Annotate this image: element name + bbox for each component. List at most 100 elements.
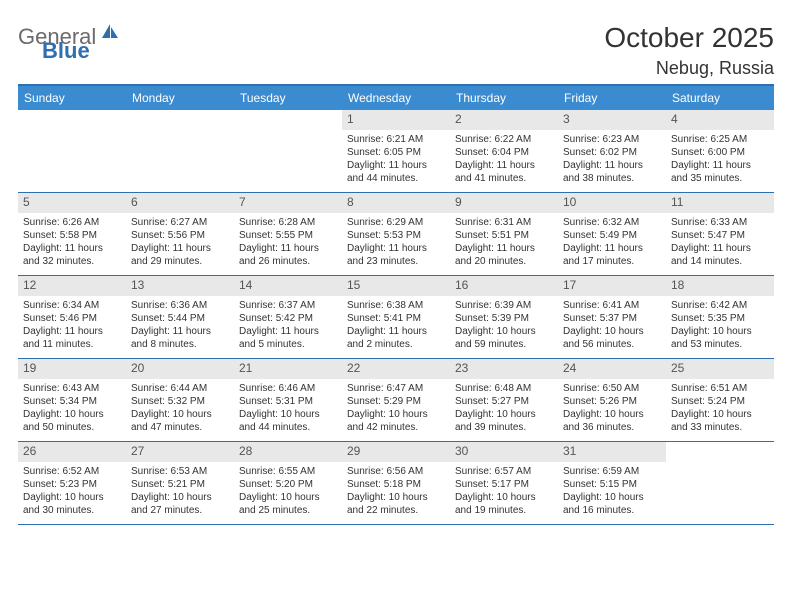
sunset-text: Sunset: 5:44 PM <box>131 312 229 325</box>
daylight-text: Daylight: 11 hours and 11 minutes. <box>23 325 121 351</box>
day-number: 11 <box>666 193 774 213</box>
daylight-text: Daylight: 10 hours and 59 minutes. <box>455 325 553 351</box>
sunrise-text: Sunrise: 6:36 AM <box>131 299 229 312</box>
day-detail: Sunrise: 6:47 AMSunset: 5:29 PMDaylight:… <box>342 379 450 439</box>
day-cell: 27Sunrise: 6:53 AMSunset: 5:21 PMDayligh… <box>126 442 234 524</box>
sunrise-text: Sunrise: 6:46 AM <box>239 382 337 395</box>
logo-sail-icon <box>100 22 120 45</box>
day-detail: Sunrise: 6:41 AMSunset: 5:37 PMDaylight:… <box>558 296 666 356</box>
day-detail: Sunrise: 6:36 AMSunset: 5:44 PMDaylight:… <box>126 296 234 356</box>
sunset-text: Sunset: 5:17 PM <box>455 478 553 491</box>
day-cell: 7 Sunrise: 6:28 AMSunset: 5:55 PMDaylight… <box>234 193 342 275</box>
day-detail: Sunrise: 6:38 AMSunset: 5:41 PMDaylight:… <box>342 296 450 356</box>
day-cell: 11Sunrise: 6:33 AMSunset: 5:47 PMDayligh… <box>666 193 774 275</box>
day-cell: 4Sunrise: 6:25 AMSunset: 6:00 PMDaylight… <box>666 110 774 192</box>
sunset-text: Sunset: 5:24 PM <box>671 395 769 408</box>
sunrise-text: Sunrise: 6:39 AM <box>455 299 553 312</box>
sunrise-text: Sunrise: 6:48 AM <box>455 382 553 395</box>
location: Nebug, Russia <box>604 58 774 79</box>
daylight-text: Daylight: 11 hours and 29 minutes. <box>131 242 229 268</box>
day-detail: Sunrise: 6:27 AMSunset: 5:56 PMDaylight:… <box>126 213 234 273</box>
day-detail: Sunrise: 6:46 AMSunset: 5:31 PMDaylight:… <box>234 379 342 439</box>
daylight-text: Daylight: 10 hours and 39 minutes. <box>455 408 553 434</box>
day-detail: Sunrise: 6:57 AMSunset: 5:17 PMDaylight:… <box>450 462 558 522</box>
day-cell: 21Sunrise: 6:46 AMSunset: 5:31 PMDayligh… <box>234 359 342 441</box>
sunrise-text: Sunrise: 6:50 AM <box>563 382 661 395</box>
day-detail: Sunrise: 6:50 AMSunset: 5:26 PMDaylight:… <box>558 379 666 439</box>
day-cell: 5Sunrise: 6:26 AMSunset: 5:58 PMDaylight… <box>18 193 126 275</box>
day-cell: 9Sunrise: 6:31 AMSunset: 5:51 PMDaylight… <box>450 193 558 275</box>
daylight-text: Daylight: 11 hours and 35 minutes. <box>671 159 769 185</box>
day-cell: 20Sunrise: 6:44 AMSunset: 5:32 PMDayligh… <box>126 359 234 441</box>
daylight-text: Daylight: 10 hours and 50 minutes. <box>23 408 121 434</box>
day-cell: 8Sunrise: 6:29 AMSunset: 5:53 PMDaylight… <box>342 193 450 275</box>
daylight-text: Daylight: 11 hours and 23 minutes. <box>347 242 445 268</box>
day-number: 30 <box>450 442 558 462</box>
day-number: 23 <box>450 359 558 379</box>
day-number: 13 <box>126 276 234 296</box>
sunrise-text: Sunrise: 6:28 AM <box>239 216 337 229</box>
sunrise-text: Sunrise: 6:57 AM <box>455 465 553 478</box>
day-detail: Sunrise: 6:33 AMSunset: 5:47 PMDaylight:… <box>666 213 774 273</box>
sunrise-text: Sunrise: 6:43 AM <box>23 382 121 395</box>
day-header: Monday <box>126 86 234 110</box>
daylight-text: Daylight: 10 hours and 36 minutes. <box>563 408 661 434</box>
day-cell: 3Sunrise: 6:23 AMSunset: 6:02 PMDaylight… <box>558 110 666 192</box>
day-number: 2 <box>450 110 558 130</box>
day-number: 7 <box>234 193 342 213</box>
calendar-page: General October 2025 Nebug, Russia Gener… <box>0 0 792 525</box>
day-number: 16 <box>450 276 558 296</box>
day-detail: Sunrise: 6:55 AMSunset: 5:20 PMDaylight:… <box>234 462 342 522</box>
day-detail: Sunrise: 6:42 AMSunset: 5:35 PMDaylight:… <box>666 296 774 356</box>
daylight-text: Daylight: 10 hours and 44 minutes. <box>239 408 337 434</box>
sunset-text: Sunset: 5:56 PM <box>131 229 229 242</box>
day-detail: Sunrise: 6:52 AMSunset: 5:23 PMDaylight:… <box>18 462 126 522</box>
title-block: October 2025 Nebug, Russia <box>604 22 774 79</box>
day-detail: Sunrise: 6:53 AMSunset: 5:21 PMDaylight:… <box>126 462 234 522</box>
day-header: Wednesday <box>342 86 450 110</box>
day-detail: Sunrise: 6:34 AMSunset: 5:46 PMDaylight:… <box>18 296 126 356</box>
sunset-text: Sunset: 5:20 PM <box>239 478 337 491</box>
day-number: 20 <box>126 359 234 379</box>
daylight-text: Daylight: 11 hours and 32 minutes. <box>23 242 121 268</box>
sunset-text: Sunset: 5:27 PM <box>455 395 553 408</box>
daylight-text: Daylight: 11 hours and 17 minutes. <box>563 242 661 268</box>
sunset-text: Sunset: 5:32 PM <box>131 395 229 408</box>
day-number: 1 <box>342 110 450 130</box>
daylight-text: Daylight: 11 hours and 26 minutes. <box>239 242 337 268</box>
sunset-text: Sunset: 5:37 PM <box>563 312 661 325</box>
daylight-text: Daylight: 10 hours and 30 minutes. <box>23 491 121 517</box>
day-number: 5 <box>18 193 126 213</box>
sunset-text: Sunset: 5:53 PM <box>347 229 445 242</box>
sunrise-text: Sunrise: 6:47 AM <box>347 382 445 395</box>
day-cell: 19Sunrise: 6:43 AMSunset: 5:34 PMDayligh… <box>18 359 126 441</box>
day-cell: 15Sunrise: 6:38 AMSunset: 5:41 PMDayligh… <box>342 276 450 358</box>
sunset-text: Sunset: 5:34 PM <box>23 395 121 408</box>
day-detail: Sunrise: 6:51 AMSunset: 5:24 PMDaylight:… <box>666 379 774 439</box>
week-row: 5Sunrise: 6:26 AMSunset: 5:58 PMDaylight… <box>18 193 774 276</box>
sunset-text: Sunset: 5:42 PM <box>239 312 337 325</box>
day-cell: 22Sunrise: 6:47 AMSunset: 5:29 PMDayligh… <box>342 359 450 441</box>
day-detail: Sunrise: 6:23 AMSunset: 6:02 PMDaylight:… <box>558 130 666 190</box>
day-header: Tuesday <box>234 86 342 110</box>
daylight-text: Daylight: 11 hours and 5 minutes. <box>239 325 337 351</box>
day-header-row: SundayMondayTuesdayWednesdayThursdayFrid… <box>18 86 774 110</box>
sunset-text: Sunset: 5:46 PM <box>23 312 121 325</box>
daylight-text: Daylight: 10 hours and 16 minutes. <box>563 491 661 517</box>
sunset-text: Sunset: 5:41 PM <box>347 312 445 325</box>
day-header: Saturday <box>666 86 774 110</box>
daylight-text: Daylight: 11 hours and 20 minutes. <box>455 242 553 268</box>
sunset-text: Sunset: 5:55 PM <box>239 229 337 242</box>
day-cell: 31Sunrise: 6:59 AMSunset: 5:15 PMDayligh… <box>558 442 666 524</box>
day-header: Friday <box>558 86 666 110</box>
sunset-text: Sunset: 5:29 PM <box>347 395 445 408</box>
day-number: 4 <box>666 110 774 130</box>
sunrise-text: Sunrise: 6:31 AM <box>455 216 553 229</box>
daylight-text: Daylight: 10 hours and 19 minutes. <box>455 491 553 517</box>
day-number: 17 <box>558 276 666 296</box>
sunrise-text: Sunrise: 6:37 AM <box>239 299 337 312</box>
day-number: 15 <box>342 276 450 296</box>
day-cell: 25Sunrise: 6:51 AMSunset: 5:24 PMDayligh… <box>666 359 774 441</box>
daylight-text: Daylight: 11 hours and 41 minutes. <box>455 159 553 185</box>
day-cell <box>18 110 126 192</box>
